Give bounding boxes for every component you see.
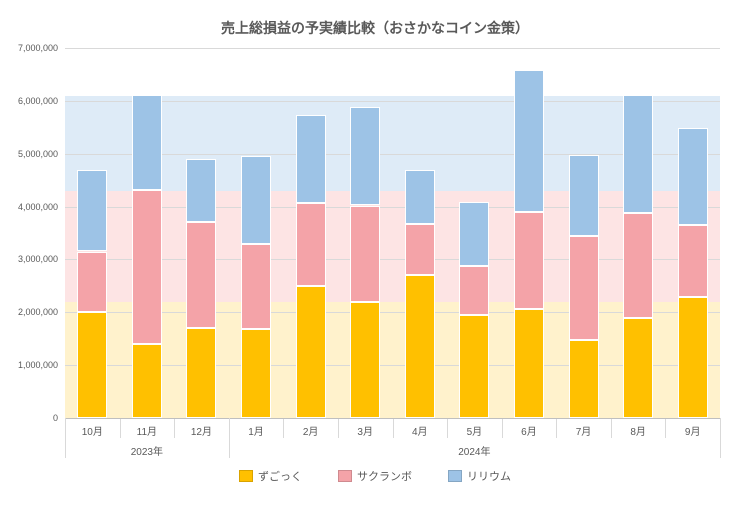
legend-swatch — [338, 470, 352, 482]
legend-label: リリウム — [467, 468, 511, 484]
bar-segment — [405, 275, 435, 418]
x-separator — [283, 418, 284, 438]
bar-segment — [186, 328, 216, 418]
y-tick-label: 1,000,000 — [3, 360, 58, 370]
bar-segment — [77, 312, 107, 418]
bar-segment — [350, 206, 380, 302]
y-tick-label: 2,000,000 — [3, 307, 58, 317]
legend-item: リリウム — [448, 468, 511, 484]
x-separator — [447, 418, 448, 438]
y-tick-label: 7,000,000 — [3, 43, 58, 53]
x-tick-label: 1月 — [229, 423, 284, 438]
grid-line — [65, 207, 720, 208]
bar-segment — [186, 159, 216, 222]
x-tick-label: 5月 — [447, 423, 502, 438]
bar-segment — [296, 203, 326, 285]
bar-segment — [132, 344, 162, 418]
legend-item: サクランボ — [338, 468, 412, 484]
bar-segment — [569, 155, 599, 236]
bar-segment — [77, 252, 107, 313]
bar-segment — [514, 70, 544, 212]
plot-area — [65, 48, 720, 418]
legend-swatch — [448, 470, 462, 482]
x-tick-label: 9月 — [665, 423, 720, 438]
reference-band — [65, 96, 720, 191]
x-separator — [502, 418, 503, 438]
bar-segment — [678, 225, 708, 297]
bar-segment — [241, 244, 271, 330]
chart-title: 売上総損益の予実績比較（おさかなコイン金策） — [0, 18, 750, 38]
grid-line — [65, 365, 720, 366]
x-separator — [174, 418, 175, 438]
x-tick-label: 11月 — [120, 423, 175, 438]
grid-line — [65, 154, 720, 155]
legend-label: ずごっく — [258, 468, 302, 484]
bar-segment — [678, 128, 708, 225]
bar-segment — [132, 190, 162, 344]
x-tick-label: 3月 — [338, 423, 393, 438]
x-tick-label: 2月 — [283, 423, 338, 438]
reference-band — [65, 302, 720, 418]
x-separator — [120, 418, 121, 438]
bar-segment — [350, 302, 380, 418]
bar-segment — [569, 340, 599, 418]
grid-line — [65, 101, 720, 102]
x-separator — [338, 418, 339, 438]
bar-segment — [459, 202, 489, 265]
bar-segment — [623, 95, 653, 213]
bar-segment — [296, 115, 326, 204]
bar-segment — [514, 212, 544, 309]
bar-segment — [132, 95, 162, 190]
x-tick-label: 7月 — [556, 423, 611, 438]
x-separator — [611, 418, 612, 438]
grid-line — [65, 48, 720, 49]
y-tick-label: 5,000,000 — [3, 149, 58, 159]
y-tick-label: 4,000,000 — [3, 202, 58, 212]
bar-segment — [350, 107, 380, 206]
legend: ずごっく サクランボ リリウム — [0, 468, 750, 485]
bar-segment — [77, 170, 107, 252]
bar-segment — [241, 329, 271, 418]
bar-segment — [514, 309, 544, 418]
x-separator — [393, 418, 394, 438]
x-separator — [665, 418, 666, 438]
bar-segment — [459, 315, 489, 418]
grid-line — [65, 312, 720, 313]
bar-segment — [241, 156, 271, 243]
bar-segment — [296, 286, 326, 418]
x-group-separator — [720, 418, 721, 458]
x-tick-label: 8月 — [611, 423, 666, 438]
grid-line — [65, 259, 720, 260]
legend-swatch — [239, 470, 253, 482]
y-tick-label: 3,000,000 — [3, 254, 58, 264]
bar-segment — [186, 222, 216, 328]
x-tick-label: 10月 — [65, 423, 120, 438]
x-axis-line — [65, 418, 720, 419]
x-group-separator — [229, 418, 230, 458]
bar-segment — [459, 266, 489, 315]
legend-label: サクランボ — [357, 468, 412, 484]
bar-segment — [623, 213, 653, 318]
bar-segment — [405, 170, 435, 224]
bar-segment — [569, 236, 599, 340]
x-group-label: 2023年 — [65, 443, 229, 458]
bar-segment — [623, 318, 653, 418]
legend-item: ずごっく — [239, 468, 302, 484]
x-tick-label: 12月 — [174, 423, 229, 438]
y-tick-label: 0 — [3, 413, 58, 423]
bar-segment — [405, 224, 435, 275]
y-tick-label: 6,000,000 — [3, 96, 58, 106]
x-group-label: 2024年 — [229, 443, 720, 458]
x-tick-label: 6月 — [502, 423, 557, 438]
x-tick-label: 4月 — [393, 423, 448, 438]
bar-segment — [678, 297, 708, 418]
x-separator — [556, 418, 557, 438]
x-group-separator — [65, 418, 66, 458]
